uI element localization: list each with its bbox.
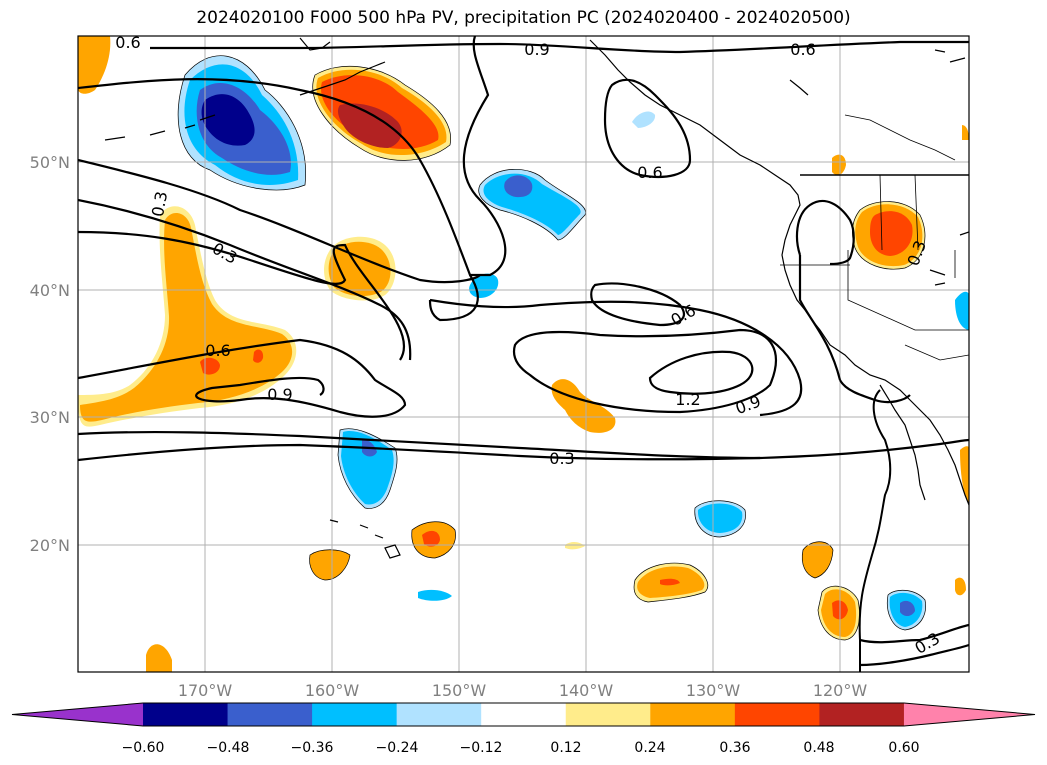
lat-label: 50°N [30, 153, 70, 172]
colorbar-swatch [734, 703, 820, 726]
colorbar: −0.60 −0.48 −0.36 −0.24 −0.12 0.12 0.24 … [11, 702, 1036, 756]
contour-label: 1.2 [675, 390, 700, 409]
longitude-labels: 170°W 160°W 150°W 140°W 130°W 120°W [178, 681, 868, 700]
colorbar-swatch [227, 703, 313, 726]
pv-contours [78, 36, 969, 667]
colorbar-tick-label: −0.48 [207, 740, 250, 756]
contour-label: 0.3 [549, 449, 574, 468]
colorbar-swatch [312, 703, 398, 726]
colorbar-tick-label: −0.36 [291, 740, 334, 756]
colorbar-tick-label: 0.48 [803, 740, 834, 756]
contour-label: 0.6 [637, 163, 662, 182]
colorbar-swatch [819, 703, 905, 726]
anomaly-outlines [177, 55, 926, 641]
map-gridlines [78, 36, 969, 672]
lon-label: 120°W [813, 681, 868, 700]
colorbar-tick-label: −0.12 [460, 740, 503, 756]
latitude-labels: 50°N 40°N 30°N 20°N [30, 153, 70, 555]
colorbar-tick-label: −0.24 [376, 740, 419, 756]
colorbar-tick-label: 0.24 [634, 740, 665, 756]
lon-label: 160°W [305, 681, 360, 700]
contour-label: 0.6 [115, 33, 140, 52]
colorbar-swatch [481, 703, 567, 726]
map-title: 2024020100 F000 500 hPa PV, precipitatio… [196, 8, 851, 28]
lon-label: 150°W [432, 681, 487, 700]
lat-label: 40°N [30, 281, 70, 300]
contour-label: 0.3 [148, 190, 171, 218]
colorbar-tick-label: 0.12 [550, 740, 581, 756]
colorbar-swatch [650, 703, 736, 726]
colorbar-swatch [143, 703, 229, 726]
map-area: 0.6 0.9 0.6 0.3 0.3 0.6 0.6 0.9 0.6 1.2 … [78, 33, 969, 672]
lat-label: 30°N [30, 408, 70, 427]
lon-label: 140°W [559, 681, 614, 700]
colorbar-tick-label: −0.60 [122, 740, 165, 756]
contour-label: 0.9 [524, 40, 549, 59]
colorbar-swatch [565, 703, 651, 726]
contour-labels: 0.6 0.9 0.6 0.3 0.3 0.6 0.6 0.9 0.6 1.2 … [115, 33, 943, 658]
anomaly-fills [78, 36, 969, 672]
colorbar-ticks: −0.60 −0.48 −0.36 −0.24 −0.12 0.12 0.24 … [122, 740, 920, 756]
colorbar-extend-max [903, 703, 1035, 726]
contour-label: 0.9 [267, 385, 292, 404]
contour-label: 0.3 [209, 239, 241, 268]
contour-label: 0.6 [205, 341, 230, 360]
colorbar-outline [11, 702, 1036, 727]
colorbar-swatches [11, 702, 1036, 727]
lat-label: 20°N [30, 536, 70, 555]
colorbar-tick-label: 0.36 [719, 740, 750, 756]
colorbar-swatch [396, 703, 482, 726]
map-frame [77, 35, 970, 673]
contour-label: 0.9 [733, 392, 763, 419]
colorbar-tick-label: 0.60 [888, 740, 919, 756]
lon-label: 170°W [178, 681, 233, 700]
coastlines [104, 37, 969, 672]
contour-label: 0.6 [790, 40, 815, 59]
lon-label: 130°W [686, 681, 741, 700]
colorbar-extend-min [12, 703, 143, 726]
